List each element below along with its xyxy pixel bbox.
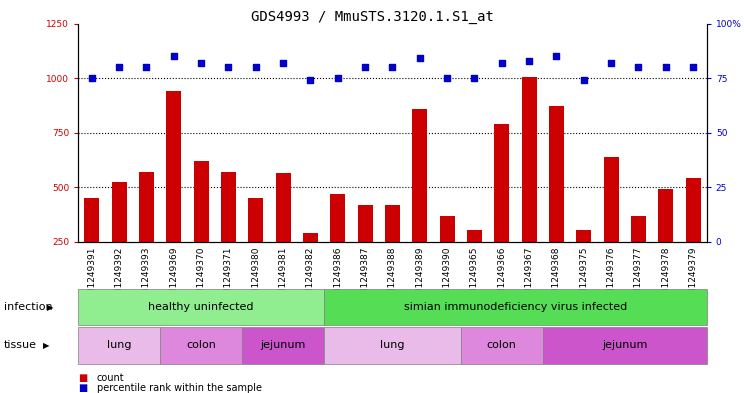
Text: GDS4993 / MmuSTS.3120.1.S1_at: GDS4993 / MmuSTS.3120.1.S1_at — [251, 10, 493, 24]
Bar — [631, 215, 646, 296]
Bar — [193, 161, 208, 296]
Text: ■: ■ — [78, 383, 87, 393]
Bar — [549, 107, 564, 296]
Point — [551, 53, 562, 59]
Bar — [658, 189, 673, 296]
Bar — [303, 233, 318, 296]
Text: jejunum: jejunum — [260, 340, 306, 351]
Bar — [330, 194, 345, 296]
Bar — [139, 172, 154, 296]
Point — [250, 64, 262, 70]
Point — [496, 60, 507, 66]
Point — [469, 75, 481, 81]
Point — [222, 64, 234, 70]
Text: ▶: ▶ — [43, 341, 49, 350]
Bar — [248, 198, 263, 296]
Text: jejunum: jejunum — [602, 340, 647, 351]
Point — [632, 64, 644, 70]
Bar — [522, 77, 536, 296]
Bar — [275, 173, 291, 296]
Text: lung: lung — [107, 340, 132, 351]
Bar — [440, 215, 455, 296]
Point — [359, 64, 371, 70]
Bar — [494, 124, 510, 296]
Point — [578, 77, 590, 83]
Point — [414, 55, 426, 62]
Point — [441, 75, 453, 81]
Point — [86, 75, 97, 81]
Bar — [84, 198, 99, 296]
Text: count: count — [97, 373, 124, 383]
Text: infection: infection — [4, 302, 52, 312]
Point — [195, 60, 207, 66]
Point — [605, 60, 617, 66]
Point — [168, 53, 180, 59]
Text: healthy uninfected: healthy uninfected — [148, 302, 254, 312]
Bar — [467, 230, 482, 296]
Text: colon: colon — [487, 340, 517, 351]
Point — [387, 64, 399, 70]
Bar — [166, 91, 182, 296]
Bar — [686, 178, 701, 296]
Bar — [603, 157, 619, 296]
Text: percentile rank within the sample: percentile rank within the sample — [97, 383, 262, 393]
Point — [141, 64, 153, 70]
Bar — [412, 108, 427, 296]
Point — [304, 77, 316, 83]
Bar — [358, 205, 373, 296]
Bar — [577, 230, 591, 296]
Text: ■: ■ — [78, 373, 87, 383]
Bar — [112, 182, 126, 296]
Point — [278, 60, 289, 66]
Point — [660, 64, 672, 70]
Point — [332, 75, 344, 81]
Text: ▶: ▶ — [48, 303, 54, 312]
Point — [113, 64, 125, 70]
Text: tissue: tissue — [4, 340, 36, 351]
Bar — [221, 172, 236, 296]
Text: colon: colon — [186, 340, 216, 351]
Text: simian immunodeficiency virus infected: simian immunodeficiency virus infected — [404, 302, 627, 312]
Point — [523, 57, 535, 64]
Point — [687, 64, 699, 70]
Bar — [385, 205, 400, 296]
Text: lung: lung — [380, 340, 405, 351]
